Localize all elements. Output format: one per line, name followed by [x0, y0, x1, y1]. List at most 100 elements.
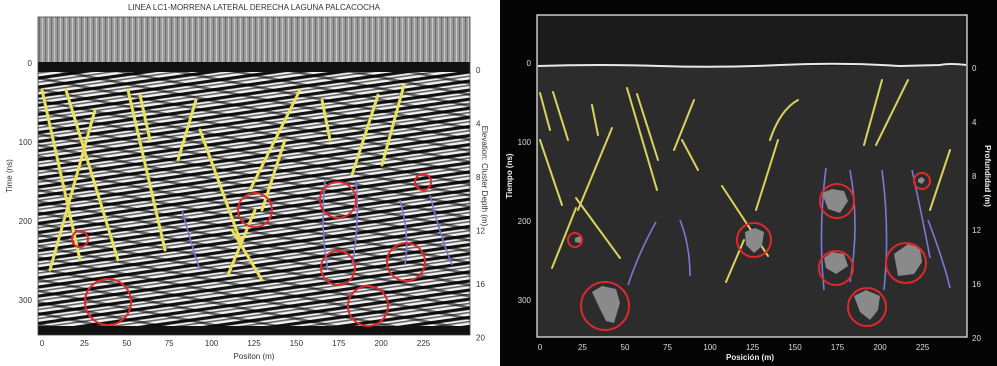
- tick-label: 25: [578, 343, 587, 352]
- anomaly-circle: [885, 242, 927, 284]
- boulder-shape: [745, 228, 764, 253]
- fracture-line: [551, 207, 577, 269]
- left-plot-frame: [37, 16, 471, 336]
- tick-label: 225: [916, 343, 930, 352]
- fracture-line: [320, 98, 332, 142]
- boulder-shape: [824, 252, 848, 274]
- tick-label: 0: [538, 343, 543, 352]
- anomaly-circle: [237, 192, 273, 228]
- tick-label: 125: [247, 339, 261, 348]
- anomaly-circle: [347, 285, 389, 327]
- tick-label: 16: [972, 280, 981, 289]
- tick-label: 12: [972, 226, 981, 235]
- blue-line: [429, 194, 453, 266]
- left-blue-lines: [181, 179, 453, 271]
- left-panel: LINEA LC1-MORRENA LATERAL DERECHA LAGUNA…: [0, 0, 490, 366]
- tick-label: 100: [19, 138, 33, 147]
- tick-label: 125: [746, 343, 760, 352]
- fracture-line: [350, 93, 380, 177]
- tick-label: 0: [40, 339, 45, 348]
- boulder-shape: [894, 244, 922, 276]
- tick-label: 25: [80, 339, 89, 348]
- tick-label: 0: [476, 66, 481, 75]
- left-right-axis-label: Elevation: Cluster Depth (m): [480, 126, 489, 227]
- fracture-line: [769, 99, 799, 141]
- fracture-line: [636, 93, 659, 161]
- tick-label: 16: [476, 280, 485, 289]
- right-x-axis-label: Posición (m): [726, 353, 774, 362]
- boulder-shape: [918, 177, 925, 184]
- tick-label: 175: [831, 343, 845, 352]
- right-y-ticks: 0 100 200 300: [518, 59, 532, 305]
- right-plot-frame: [536, 14, 968, 338]
- fracture-line: [126, 88, 167, 252]
- blue-line: [351, 179, 359, 266]
- fracture-line: [575, 197, 621, 259]
- anomaly-circle: [847, 287, 887, 327]
- fracture-line: [198, 128, 242, 242]
- tick-label: 100: [205, 339, 219, 348]
- right-right-axis-label: Profundidad (m): [983, 145, 992, 207]
- right-anomaly-circles: [567, 172, 931, 331]
- tick-label: 0: [28, 59, 33, 68]
- tick-label: 175: [332, 339, 346, 348]
- anomaly-circle: [567, 232, 583, 248]
- tick-label: 0: [972, 64, 977, 73]
- bottom-band: [38, 326, 470, 335]
- left-anomaly-circles: [71, 173, 432, 327]
- left-depth-ticks: 0 4 8 12 16 20: [476, 66, 485, 343]
- tick-label: 75: [663, 343, 672, 352]
- reflection-bands-cross: [38, 72, 470, 335]
- right-panel: 0 25 50 75 100 125 150 175 200 225 0 100 200 300 0 4 8…: [500, 0, 997, 366]
- left-y-ticks: 0 100 200 300: [19, 59, 33, 305]
- fracture-line: [260, 138, 287, 212]
- ground-surface-line: [537, 62, 967, 68]
- anomaly-circle: [913, 172, 931, 190]
- anomaly-circle: [736, 222, 772, 258]
- anomaly-circle: [819, 183, 855, 219]
- fracture-line: [577, 127, 613, 211]
- blue-line: [627, 221, 657, 286]
- fracture-line: [64, 88, 120, 262]
- right-boulders: [575, 177, 925, 323]
- tick-label: 50: [122, 339, 131, 348]
- anomaly-circle: [386, 242, 426, 282]
- anomaly-circle: [320, 250, 356, 286]
- right-fracture-lines: [539, 79, 951, 283]
- air-zone: [538, 16, 966, 66]
- tick-label: 300: [518, 296, 532, 305]
- tick-label: 225: [417, 339, 431, 348]
- anomaly-circle: [319, 181, 357, 219]
- blue-line: [399, 199, 408, 266]
- air-wave-noise: [38, 17, 470, 65]
- tick-label: 8: [476, 173, 481, 182]
- tick-label: 150: [290, 339, 304, 348]
- tick-label: 200: [873, 343, 887, 352]
- panel-divider: [490, 0, 500, 366]
- tick-label: 300: [19, 296, 33, 305]
- blue-line: [881, 169, 888, 291]
- tick-label: 12: [476, 227, 485, 236]
- tick-label: 0: [527, 59, 532, 68]
- anomaly-circle: [71, 230, 89, 248]
- right-y-axis-label: Tiempo (ns): [505, 153, 514, 199]
- fracture-line: [539, 92, 551, 131]
- fracture-line: [725, 239, 745, 283]
- left-y-axis-label: Time (ns): [5, 159, 14, 193]
- fracture-line: [863, 79, 883, 146]
- fracture-line: [929, 149, 951, 211]
- fracture-line: [591, 104, 599, 136]
- blue-line: [849, 169, 856, 283]
- right-depth-ticks: 0 4 8 12 16 20: [972, 64, 981, 343]
- tick-label: 200: [518, 217, 532, 226]
- tick-label: 50: [621, 343, 630, 352]
- boulder-shape: [854, 290, 880, 320]
- fracture-line: [626, 87, 658, 191]
- right-blue-lines: [627, 167, 951, 291]
- fracture-line: [40, 88, 82, 262]
- tick-label: 200: [375, 339, 389, 348]
- anomaly-circle: [414, 173, 432, 191]
- boulder-shape: [822, 189, 848, 213]
- blue-line: [679, 219, 691, 277]
